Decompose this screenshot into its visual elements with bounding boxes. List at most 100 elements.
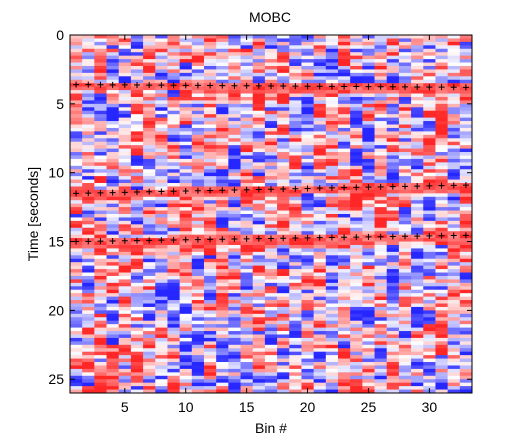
y-tick-label: 5	[56, 96, 64, 112]
heatmap-cell	[204, 210, 217, 215]
heatmap-cell	[252, 183, 266, 187]
heatmap-cell	[240, 148, 254, 153]
heatmap-cell	[362, 324, 375, 328]
heatmap-cell	[338, 248, 351, 253]
heatmap-cell	[70, 372, 83, 377]
heatmap-cell	[411, 310, 424, 315]
heatmap-cell	[155, 286, 168, 291]
heatmap-cell	[338, 272, 351, 277]
heatmap-cell	[264, 165, 278, 170]
heatmap-cell	[204, 114, 217, 119]
heatmap-cell	[130, 79, 144, 84]
heatmap-cell	[325, 103, 339, 108]
heatmap-cell	[325, 375, 339, 380]
heatmap-cell	[94, 158, 107, 163]
heatmap-cell	[130, 103, 144, 108]
heatmap-cell	[155, 331, 168, 335]
heatmap-cell	[252, 300, 266, 304]
heatmap-cell	[386, 41, 400, 46]
heatmap-cell	[289, 372, 302, 377]
heatmap-cell	[228, 244, 241, 249]
heatmap-cell	[179, 351, 193, 356]
heatmap-cell	[398, 310, 412, 315]
heatmap-cell	[350, 196, 363, 201]
heatmap-cell	[459, 293, 473, 298]
heatmap-cell	[435, 148, 449, 153]
heatmap-cell	[459, 258, 473, 263]
marker-cross	[353, 83, 360, 90]
heatmap-cell	[179, 269, 193, 273]
heatmap-cell	[435, 203, 449, 208]
heatmap-cell	[264, 207, 278, 211]
heatmap-cell	[386, 155, 400, 160]
heatmap-cell	[130, 110, 144, 115]
heatmap-cell	[289, 110, 302, 115]
heatmap-cell	[350, 162, 363, 167]
heatmap-cell	[70, 55, 83, 60]
heatmap-cell	[447, 269, 461, 273]
heatmap-cell	[313, 141, 327, 146]
heatmap-cell	[252, 148, 266, 153]
heatmap-cell	[289, 148, 302, 153]
heatmap-cell	[106, 200, 120, 205]
heatmap-cell	[118, 172, 132, 177]
heatmap-cell	[130, 165, 144, 170]
heatmap-cell	[143, 41, 156, 46]
heatmap-cell	[264, 227, 278, 232]
heatmap-cell	[313, 355, 327, 359]
heatmap-cell	[423, 158, 436, 163]
heatmap-cell	[289, 196, 302, 201]
heatmap-cell	[411, 155, 424, 160]
heatmap-cell	[82, 272, 95, 277]
heatmap-cell	[82, 262, 95, 267]
heatmap-cell	[106, 35, 120, 39]
heatmap-cell	[94, 62, 107, 67]
heatmap-cell	[435, 282, 449, 287]
heatmap-cell	[338, 45, 351, 50]
heatmap-cell	[143, 375, 156, 380]
heatmap-cell	[447, 48, 461, 53]
heatmap-cell	[423, 155, 436, 160]
heatmap-cell	[94, 103, 107, 108]
heatmap-cell	[313, 55, 327, 60]
heatmap-cell	[204, 55, 217, 60]
heatmap-cell	[447, 186, 461, 191]
heatmap-cell	[143, 293, 156, 298]
heatmap-cell	[374, 114, 388, 119]
heatmap-cell	[325, 138, 339, 143]
heatmap-cell	[167, 324, 181, 328]
heatmap-cell	[216, 244, 229, 249]
heatmap-cell	[204, 241, 217, 246]
heatmap-cell	[277, 172, 290, 177]
heatmap-cell	[179, 93, 193, 98]
heatmap-cell	[289, 152, 302, 156]
heatmap-cell	[459, 155, 473, 160]
heatmap-cell	[459, 138, 473, 143]
heatmap-cell	[325, 107, 339, 112]
heatmap-cell	[350, 275, 363, 280]
heatmap-cell	[277, 324, 290, 328]
heatmap-cell	[94, 227, 107, 232]
heatmap-cell	[398, 300, 412, 304]
heatmap-cell	[228, 72, 241, 77]
heatmap-cell	[423, 65, 436, 70]
heatmap-cell	[106, 72, 120, 77]
heatmap-cell	[423, 289, 436, 294]
heatmap-cell	[130, 275, 144, 280]
heatmap-cell	[70, 176, 83, 180]
heatmap-cell	[362, 362, 375, 366]
chart-title: MOBC	[249, 9, 291, 25]
heatmap-cell	[179, 134, 193, 139]
heatmap-cell	[277, 52, 290, 57]
heatmap-cell	[447, 176, 461, 180]
heatmap-cell	[228, 172, 241, 177]
heatmap-cell	[240, 131, 254, 136]
heatmap-cell	[301, 176, 315, 180]
heatmap-cell	[130, 389, 144, 394]
heatmap-cell	[264, 176, 278, 180]
marker-crosses	[73, 81, 469, 245]
heatmap-cell	[386, 45, 400, 50]
heatmap-cell	[179, 162, 193, 167]
heatmap-cell	[313, 138, 327, 143]
heatmap-cell	[106, 152, 120, 156]
